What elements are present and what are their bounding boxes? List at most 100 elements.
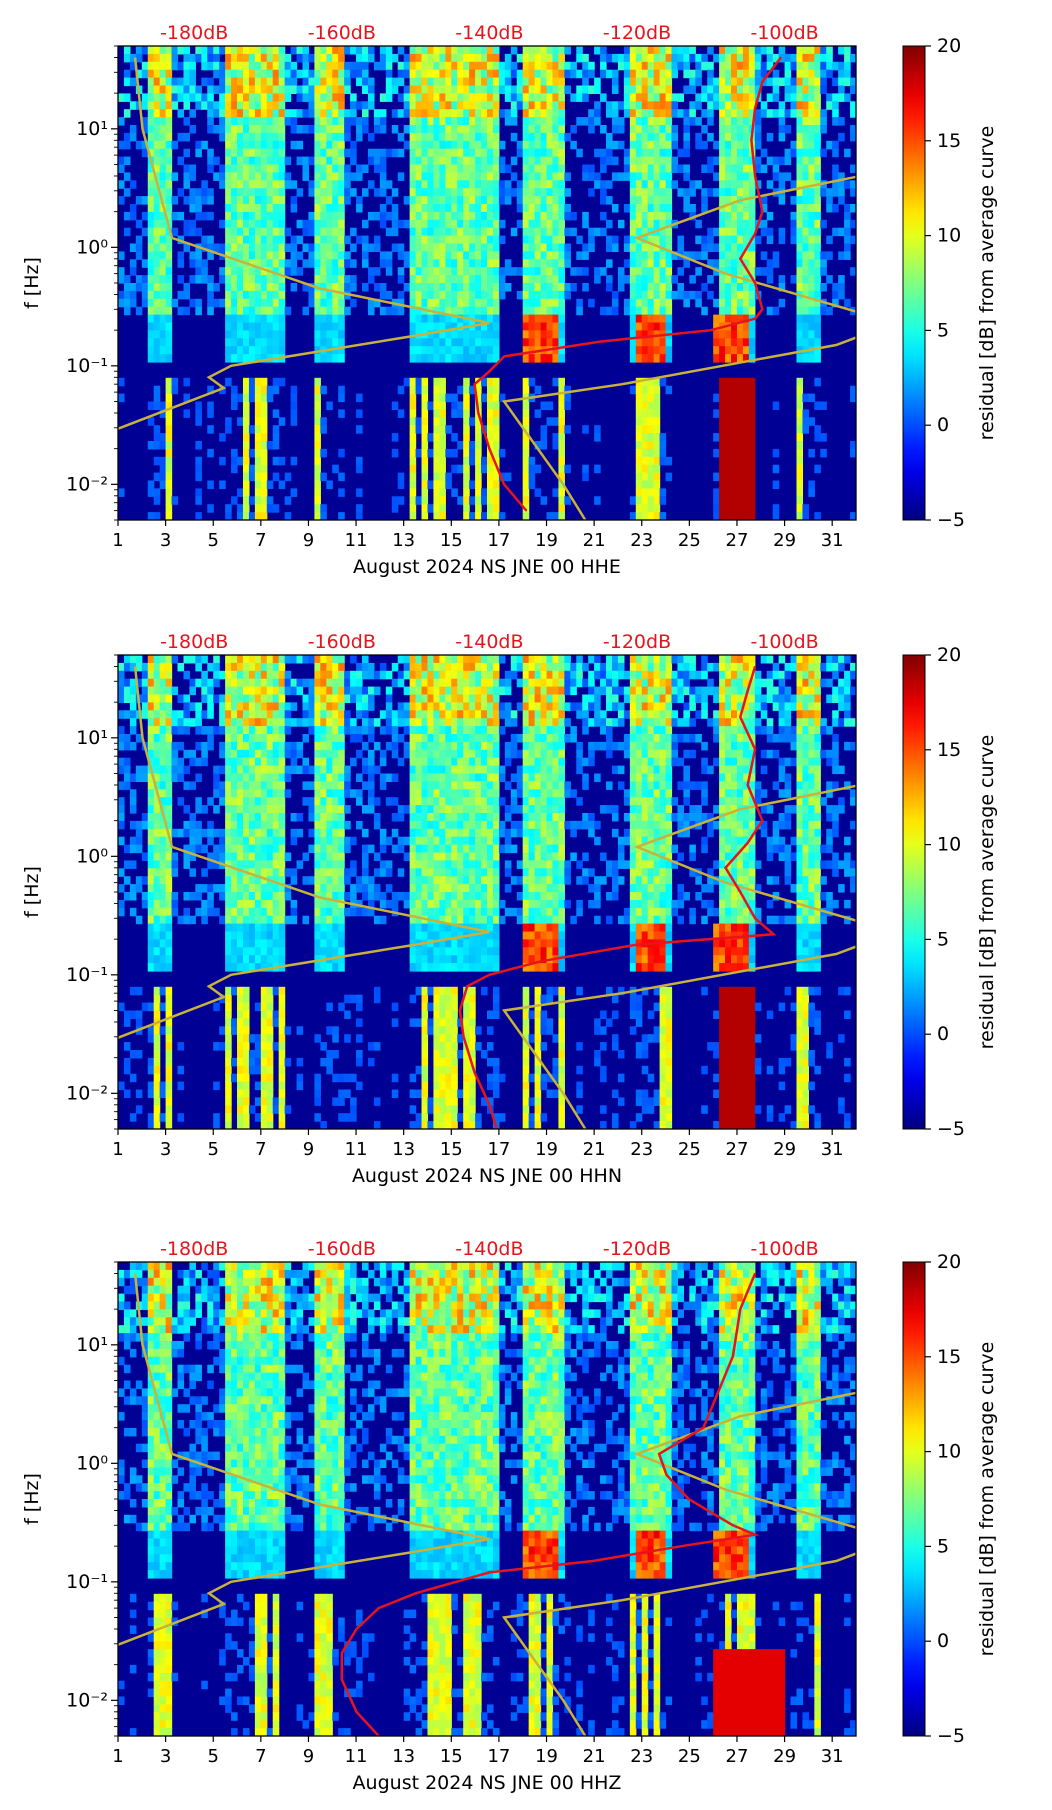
heatmap-cell <box>261 236 268 245</box>
heatmap-cell <box>779 46 786 55</box>
heatmap-cell <box>493 417 500 426</box>
heatmap-cell <box>660 149 667 158</box>
heatmap-cell <box>493 62 500 71</box>
heatmap-cell <box>737 441 744 450</box>
heatmap-cell <box>654 315 661 324</box>
heatmap-cell <box>160 180 167 189</box>
heatmap-cell <box>255 323 262 332</box>
heatmap-cell <box>749 70 756 79</box>
heatmap-cell <box>148 220 155 229</box>
heatmap-cell <box>189 829 196 838</box>
heatmap-cell <box>820 62 827 71</box>
heatmap-cell <box>433 212 440 221</box>
heatmap-cell <box>505 93 512 102</box>
heatmap-cell <box>814 117 821 126</box>
heatmap-cell <box>582 212 589 221</box>
heatmap-cell <box>332 133 339 142</box>
heatmap-cell <box>154 109 161 118</box>
heatmap-cell <box>475 62 482 71</box>
heatmap-cell <box>737 267 744 276</box>
heatmap-cell <box>392 228 399 237</box>
heatmap-cell <box>844 244 851 253</box>
heatmap-cell <box>439 109 446 118</box>
heatmap-cell <box>362 109 369 118</box>
heatmap-cell <box>779 180 786 189</box>
heatmap-cell <box>517 204 524 213</box>
heatmap-cell <box>826 141 833 150</box>
heatmap-cell <box>291 86 298 95</box>
heatmap-cell <box>320 196 327 205</box>
heatmap-cell <box>475 133 482 142</box>
heatmap-cell <box>511 46 518 55</box>
heatmap-cell <box>422 46 429 55</box>
x-tick-label: 15 <box>440 530 463 551</box>
heatmap-cell <box>273 236 280 245</box>
heatmap-cell <box>737 449 744 458</box>
heatmap-cell <box>457 299 464 308</box>
heatmap-cell <box>201 726 208 735</box>
heatmap-cell <box>148 78 155 87</box>
heatmap-cell <box>535 244 542 253</box>
heatmap-cell <box>267 220 274 229</box>
heatmap-cell <box>142 900 149 909</box>
heatmap-cell <box>213 86 220 95</box>
heatmap-cell <box>183 46 190 55</box>
heatmap-cell <box>743 433 750 442</box>
heatmap-cell <box>636 149 643 158</box>
heatmap-cell <box>195 212 202 221</box>
heatmap-cell <box>487 504 494 513</box>
heatmap-cell <box>547 117 554 126</box>
heatmap-cell <box>249 78 256 87</box>
heatmap-cell <box>237 78 244 87</box>
heatmap-cell <box>773 157 780 166</box>
heatmap-cell <box>731 157 738 166</box>
heatmap-cell <box>160 900 167 909</box>
heatmap-cell <box>570 70 577 79</box>
heatmap-cell <box>630 251 637 260</box>
heatmap-cell <box>630 101 637 110</box>
heatmap-cell <box>148 860 155 869</box>
heatmap-cell <box>344 196 351 205</box>
heatmap-cell <box>427 251 434 260</box>
heatmap-cell <box>308 54 315 63</box>
heatmap-cell <box>445 338 452 347</box>
heatmap-cell <box>267 46 274 55</box>
heatmap-cell <box>380 291 387 300</box>
heatmap-cell <box>564 425 571 434</box>
heatmap-cell <box>796 417 803 426</box>
heatmap-cell <box>808 275 815 284</box>
heatmap-cell <box>160 1026 167 1035</box>
heatmap-cell <box>475 433 482 442</box>
heatmap-cell <box>677 54 684 63</box>
heatmap-cell <box>523 457 530 466</box>
heatmap-cell <box>725 141 732 150</box>
heatmap-cell <box>660 165 667 174</box>
heatmap-cell <box>154 117 161 126</box>
heatmap-cell <box>832 141 839 150</box>
heatmap-cell <box>320 236 327 245</box>
heatmap-cell <box>672 165 679 174</box>
heatmap-cell <box>558 228 565 237</box>
heatmap-cell <box>433 236 440 245</box>
heatmap-cell <box>802 267 809 276</box>
heatmap-cell <box>541 141 548 150</box>
heatmap-cell <box>195 702 202 711</box>
heatmap-cell <box>195 908 202 917</box>
heatmap-cell <box>666 346 673 355</box>
heatmap-cell <box>160 695 167 704</box>
heatmap-cell <box>731 212 738 221</box>
heatmap-cell <box>368 244 375 253</box>
heatmap-cell <box>291 251 298 260</box>
heatmap-cell <box>654 307 661 316</box>
heatmap-cell <box>707 86 714 95</box>
heatmap-cell <box>279 251 286 260</box>
heatmap-cell <box>225 1121 232 1130</box>
heatmap-cell <box>243 876 250 885</box>
heatmap-cell <box>326 46 333 55</box>
heatmap-cell <box>600 267 607 276</box>
heatmap-cell <box>725 244 732 253</box>
heatmap-cell <box>469 165 476 174</box>
heatmap-cell <box>493 291 500 300</box>
heatmap-cell <box>523 307 530 316</box>
heatmap-cell <box>475 425 482 434</box>
